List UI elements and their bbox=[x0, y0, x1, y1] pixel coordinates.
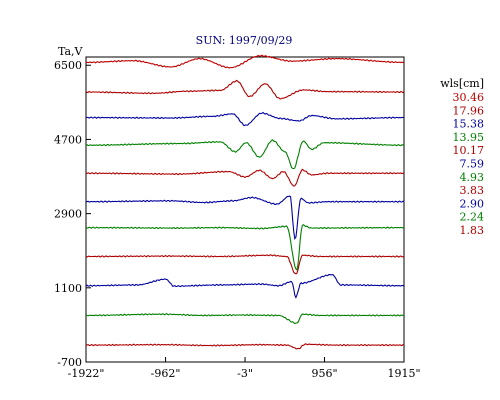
y-tick-label: -700 bbox=[57, 356, 82, 369]
legend-entry: 30.46 bbox=[453, 91, 485, 104]
series-line bbox=[85, 54, 405, 69]
legend-entry: 10.17 bbox=[453, 144, 485, 157]
legend-entry: 17.96 bbox=[453, 104, 485, 117]
chart-title: SUN: 1997/09/29 bbox=[196, 34, 293, 47]
y-axis-label: Ta,V bbox=[58, 45, 84, 58]
plot-frame bbox=[85, 56, 405, 363]
series-line bbox=[85, 312, 404, 325]
series-line bbox=[85, 111, 405, 127]
y-tick-label: 1100 bbox=[54, 282, 82, 295]
y-tick-label: 4700 bbox=[54, 133, 82, 146]
legend-entry: 2.90 bbox=[460, 197, 485, 210]
series-line bbox=[85, 224, 405, 271]
series-line bbox=[85, 168, 405, 187]
legend-entry: 1.83 bbox=[460, 224, 485, 237]
series-lines bbox=[85, 54, 405, 350]
y-ticks: 6500 4700 2900 1100 -700 bbox=[54, 59, 91, 369]
x-ticks: -1922" -962" -3" 956" 1915" bbox=[68, 357, 421, 380]
series-line bbox=[85, 343, 405, 350]
legend-entry: 7.59 bbox=[460, 158, 485, 171]
y-tick-label: 6500 bbox=[54, 59, 82, 72]
series-line bbox=[85, 195, 405, 240]
legend: 30.4617.9615.3813.9510.177.594.933.832.9… bbox=[453, 91, 485, 237]
series-line bbox=[85, 138, 405, 170]
legend-entry: 13.95 bbox=[453, 131, 485, 144]
legend-entry: 15.38 bbox=[453, 118, 485, 131]
x-tick-label: 956" bbox=[311, 367, 337, 380]
x-tick-label: 1915" bbox=[387, 367, 420, 380]
legend-entry: 2.24 bbox=[460, 211, 485, 224]
plot-area-border bbox=[85, 56, 405, 363]
legend-title: wls[cm] bbox=[440, 77, 484, 90]
y-tick-label: 2900 bbox=[54, 208, 82, 221]
series-line bbox=[85, 254, 405, 275]
series-line bbox=[85, 273, 405, 299]
x-tick-label: -962" bbox=[151, 367, 181, 380]
x-tick-label: -1922" bbox=[68, 367, 105, 380]
legend-entry: 3.83 bbox=[460, 184, 485, 197]
series-line bbox=[85, 79, 405, 100]
x-tick-label: -3" bbox=[237, 367, 253, 380]
legend-entry: 4.93 bbox=[460, 171, 485, 184]
